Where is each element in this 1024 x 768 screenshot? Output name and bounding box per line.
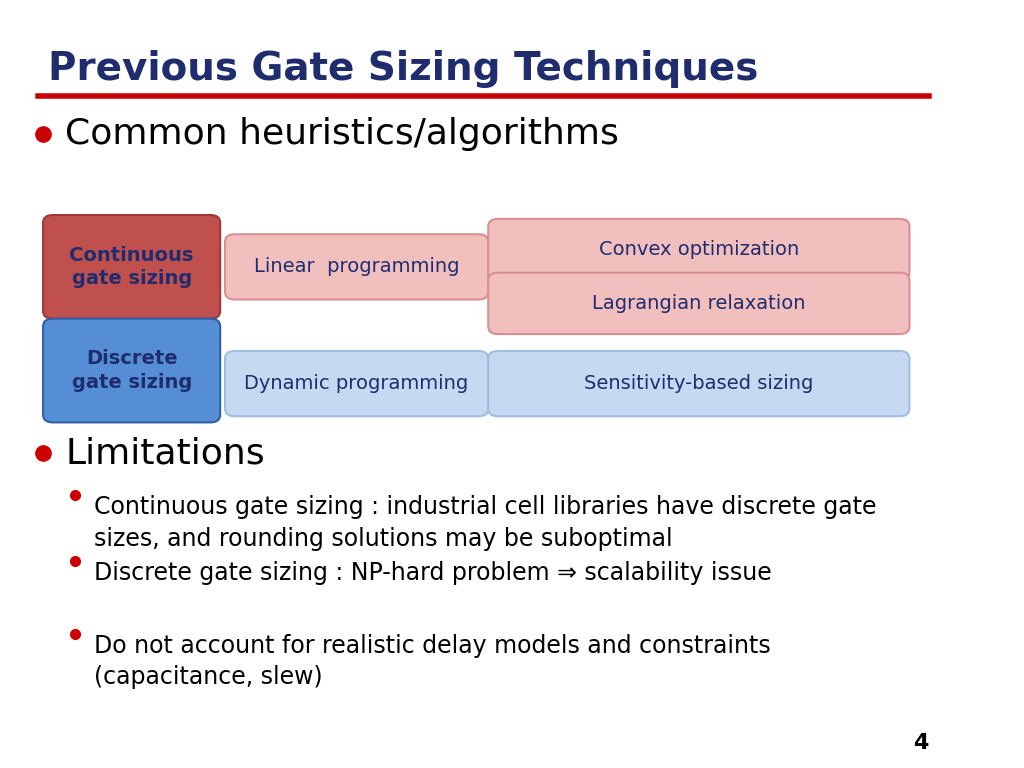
Text: Previous Gate Sizing Techniques: Previous Gate Sizing Techniques <box>48 50 758 88</box>
Text: Convex optimization: Convex optimization <box>599 240 799 259</box>
Text: 4: 4 <box>913 733 929 753</box>
FancyBboxPatch shape <box>225 351 488 416</box>
FancyBboxPatch shape <box>225 234 488 300</box>
Text: Sensitivity-based sizing: Sensitivity-based sizing <box>584 374 813 393</box>
Text: Do not account for realistic delay models and constraints
(capacitance, slew): Do not account for realistic delay model… <box>94 634 771 689</box>
Text: Lagrangian relaxation: Lagrangian relaxation <box>592 294 806 313</box>
FancyBboxPatch shape <box>488 273 909 334</box>
FancyBboxPatch shape <box>488 219 909 280</box>
Text: Dynamic programming: Dynamic programming <box>245 374 469 393</box>
FancyBboxPatch shape <box>43 215 220 319</box>
Text: Discrete gate sizing : NP-hard problem ⇒ scalability issue: Discrete gate sizing : NP-hard problem ⇒… <box>94 561 771 584</box>
Text: Common heuristics/algorithms: Common heuristics/algorithms <box>66 118 618 151</box>
FancyBboxPatch shape <box>488 351 909 416</box>
Text: Continuous gate sizing : industrial cell libraries have discrete gate
sizes, and: Continuous gate sizing : industrial cell… <box>94 495 877 551</box>
Text: Continuous
gate sizing: Continuous gate sizing <box>70 246 194 288</box>
Text: Linear  programming: Linear programming <box>254 257 460 276</box>
FancyBboxPatch shape <box>43 319 220 422</box>
Text: Limitations: Limitations <box>66 436 265 470</box>
Text: Discrete
gate sizing: Discrete gate sizing <box>72 349 191 392</box>
